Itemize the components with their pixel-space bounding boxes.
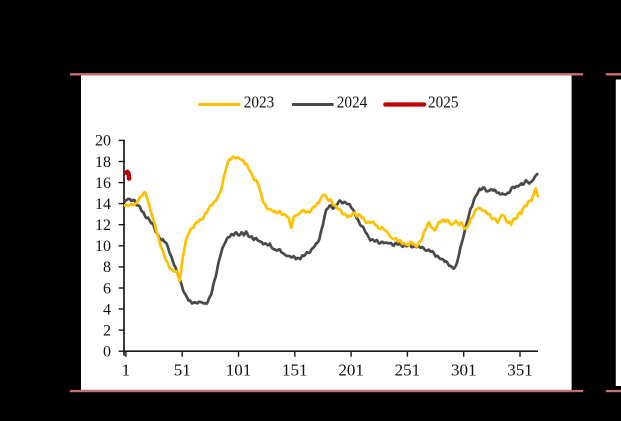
- svg-text:351: 351: [507, 360, 533, 379]
- svg-text:20: 20: [95, 133, 111, 150]
- svg-text:18: 18: [95, 154, 111, 171]
- svg-text:16: 16: [95, 175, 111, 192]
- svg-text:10: 10: [95, 238, 111, 255]
- svg-text:1: 1: [122, 360, 131, 379]
- svg-text:8: 8: [103, 259, 111, 276]
- svg-text:151: 151: [282, 360, 308, 379]
- svg-text:301: 301: [451, 360, 477, 379]
- svg-text:201: 201: [338, 360, 364, 379]
- svg-text:101: 101: [226, 360, 252, 379]
- svg-text:4: 4: [103, 301, 111, 318]
- svg-text:251: 251: [395, 360, 421, 379]
- svg-text:2025: 2025: [428, 92, 459, 111]
- svg-text:2023: 2023: [244, 92, 275, 111]
- svg-text:0: 0: [103, 344, 111, 361]
- svg-text:2024: 2024: [337, 92, 368, 111]
- svg-text:6: 6: [103, 280, 111, 297]
- svg-text:51: 51: [174, 360, 191, 379]
- svg-text:14: 14: [95, 196, 111, 213]
- svg-text:2: 2: [103, 322, 111, 339]
- svg-text:12: 12: [95, 217, 111, 234]
